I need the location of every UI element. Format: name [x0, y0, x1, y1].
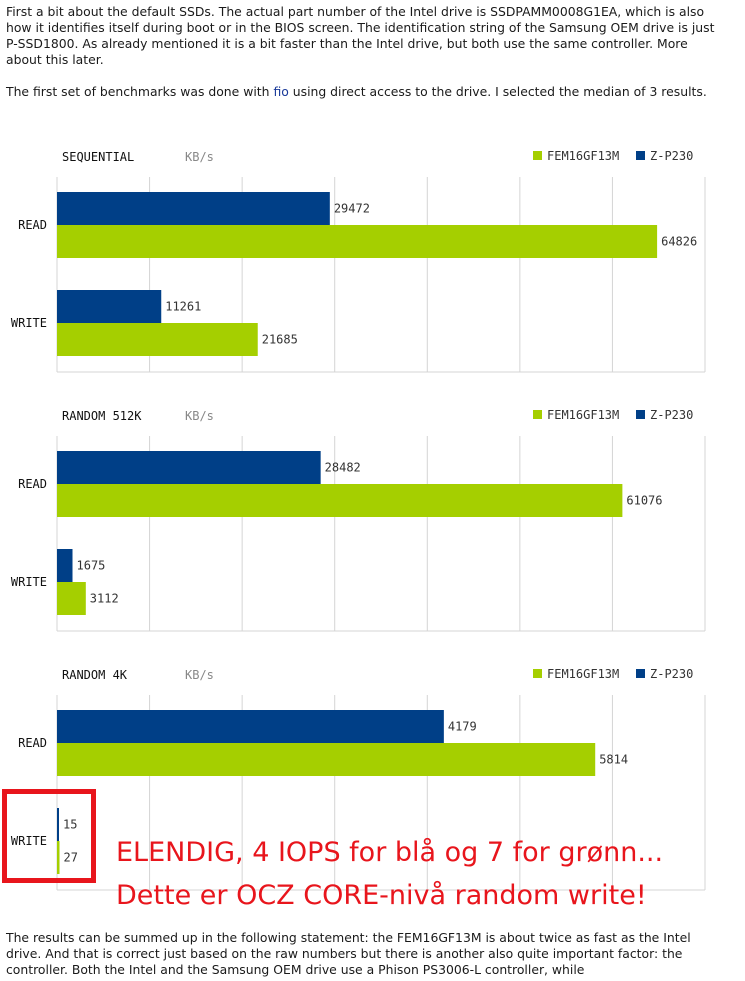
bar-value-label: 1675 [77, 559, 106, 573]
legend-label: Z-P230 [650, 408, 693, 422]
category-label: WRITE [11, 834, 47, 848]
chart-random-4k-svg: RANDOM 4K KB/s FEM16GF13M Z-P230 READ 4179 581… [11, 667, 706, 891]
category-label: READ [18, 736, 47, 750]
bar [57, 225, 658, 258]
bar [57, 582, 86, 615]
bar-value-label: 3112 [90, 592, 119, 606]
legend-swatch [636, 669, 645, 678]
bar-value-label: 64826 [661, 235, 697, 249]
bar-value-label: 27 [63, 851, 77, 865]
legend-swatch [636, 151, 645, 160]
legend-label: FEM16GF13M [547, 149, 619, 163]
legend-swatch [636, 410, 645, 419]
bar-value-label: 4179 [448, 720, 477, 734]
legend-swatch [533, 410, 542, 419]
bar-value-label: 29472 [334, 202, 370, 216]
bar [57, 484, 623, 517]
legend-label: FEM16GF13M [547, 408, 619, 422]
write-highlight-box [2, 789, 96, 883]
bar-value-label: 61076 [626, 494, 662, 508]
chart-sequential-svg: SEQUENTIAL KB/s FEM16GF13M Z-P230 READ 29472 6… [11, 149, 706, 373]
legend-label: Z-P230 [650, 149, 693, 163]
summary-paragraph: The results can be summed up in the foll… [6, 930, 691, 977]
para2-after: using direct access to the drive. I sele… [288, 84, 707, 99]
bar [57, 192, 330, 225]
category-label: READ [18, 477, 47, 491]
bar [57, 323, 258, 356]
bar-value-label: 5814 [599, 753, 628, 767]
bar [57, 549, 73, 582]
annotation-line-2: Dette er OCZ CORE-nivå random write! [116, 880, 647, 911]
legend-swatch [533, 669, 542, 678]
chart-title: SEQUENTIAL [62, 150, 134, 164]
intro-paragraph: First a bit about the default SSDs. The … [6, 4, 715, 67]
para2-before: The first set of benchmarks was done wit… [6, 84, 274, 99]
category-label: READ [18, 218, 47, 232]
chart-random-512k: RANDOM 512K KB/s FEM16GF13M Z-P230 READ 28482… [0, 399, 745, 644]
legend-label: Z-P230 [650, 667, 693, 681]
chart-title: RANDOM 512K [62, 409, 142, 423]
chart-title: RANDOM 4K [62, 668, 128, 682]
category-label: WRITE [11, 316, 47, 330]
annotation-line-1: ELENDIG, 4 IOPS for blå og 7 for grønn..… [116, 837, 664, 868]
bar [57, 290, 162, 323]
bar-value-label: 11261 [165, 300, 201, 314]
bar [57, 808, 59, 841]
chart-random-512k-svg: RANDOM 512K KB/s FEM16GF13M Z-P230 READ 28482… [11, 408, 706, 632]
fio-link[interactable]: fio [273, 84, 289, 99]
bar [57, 841, 60, 874]
chart-unit: KB/s [185, 409, 214, 423]
bar [57, 743, 596, 776]
chart-random-4k: RANDOM 4K KB/s FEM16GF13M Z-P230 READ 4179 581… [0, 658, 745, 903]
bar-value-label: 21685 [262, 333, 298, 347]
bar-value-label: 28482 [325, 461, 361, 475]
bar-value-label: 15 [63, 818, 77, 832]
chart-unit: KB/s [185, 668, 214, 682]
benchmark-intro-paragraph: The first set of benchmarks was done wit… [6, 84, 718, 100]
category-label: WRITE [11, 575, 47, 589]
bar [57, 710, 444, 743]
chart-unit: KB/s [185, 150, 214, 164]
bar [57, 451, 321, 484]
legend-swatch [533, 151, 542, 160]
legend-label: FEM16GF13M [547, 667, 619, 681]
chart-sequential: SEQUENTIAL KB/s FEM16GF13M Z-P230 READ 29472 6… [0, 140, 745, 385]
